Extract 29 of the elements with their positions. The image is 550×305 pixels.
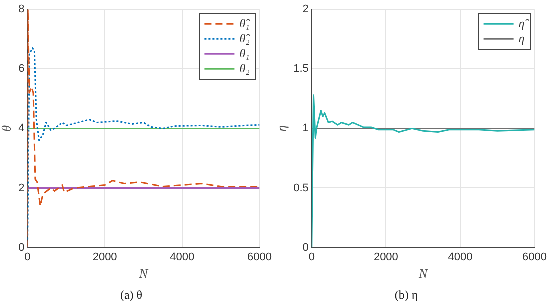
- text: (a) θ: [120, 288, 143, 302]
- y-axis-title: η: [274, 125, 290, 132]
- legend-label: θ₂: [240, 61, 250, 76]
- x-tick-label: 4000: [170, 251, 195, 264]
- y-tick-label: 6: [18, 63, 25, 76]
- x-tick-label: 2000: [92, 251, 118, 264]
- x-axis-title: N: [138, 266, 150, 282]
- legend-label: θ̂₂: [240, 31, 251, 46]
- x-tick-label: 6000: [248, 251, 272, 264]
- line-series: [28, 10, 260, 248]
- y-tick-label: 8: [18, 4, 25, 16]
- y-tick-label: 2: [302, 4, 309, 16]
- legend-label: η: [518, 31, 525, 46]
- x-tick-label: 4000: [448, 251, 473, 264]
- y-tick-label: 0: [302, 242, 309, 254]
- y-tick-label: 2: [18, 182, 25, 194]
- y-axis-title: θ: [0, 124, 14, 132]
- y-tick-label: 0.5: [294, 182, 309, 194]
- x-axis-title: N: [418, 266, 429, 282]
- x-tick-label: 6000: [522, 251, 548, 264]
- y-tick-label: 1: [302, 122, 309, 135]
- legend-label: θ₁: [240, 46, 250, 60]
- y-tick-label: 0: [18, 242, 25, 254]
- x-tick-label: 2000: [374, 251, 398, 264]
- y-tick-label: 1.5: [294, 63, 309, 76]
- text: (b) η: [394, 288, 418, 302]
- legend-label: η̂: [518, 16, 530, 30]
- y-tick-label: 4: [18, 122, 25, 135]
- legend-label: θ̂₁: [240, 16, 251, 30]
